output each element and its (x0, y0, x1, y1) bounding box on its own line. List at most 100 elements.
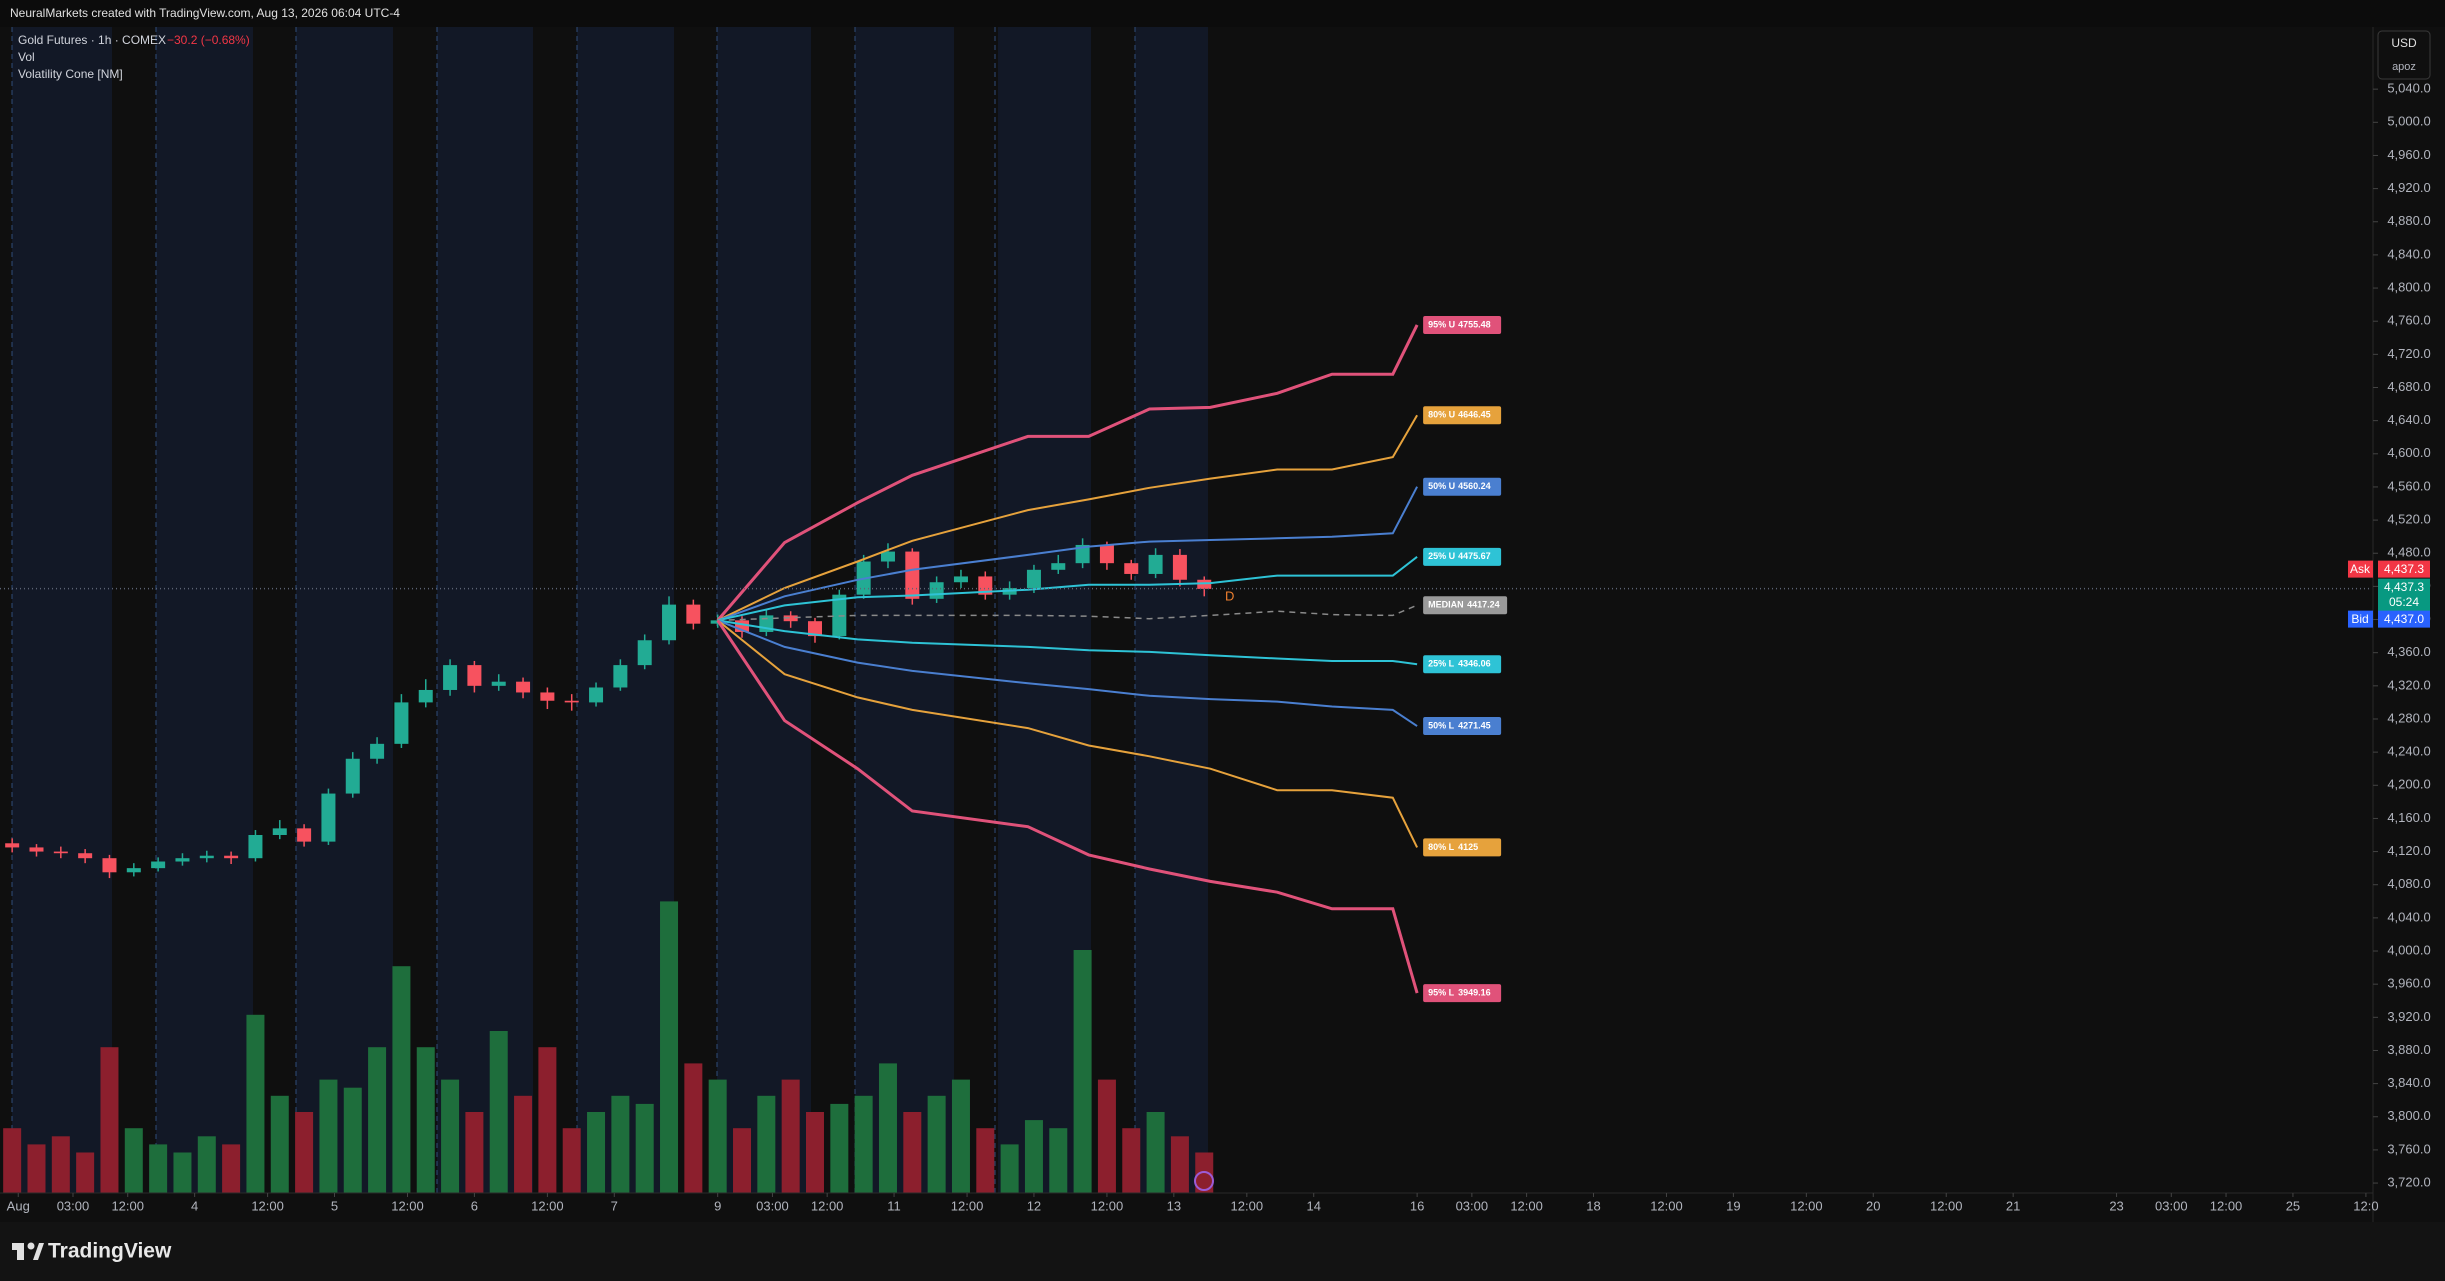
x-tick-label: 12:00 (531, 1198, 564, 1213)
y-tick-label: 4,680.0 (2387, 379, 2430, 394)
y-tick-label: 4,240.0 (2387, 744, 2430, 759)
currency-button[interactable] (2377, 30, 2431, 80)
candle-body (418, 689, 433, 703)
y-tick-label: 4,720.0 (2387, 346, 2430, 361)
x-tick-label: 12:0 (2353, 1198, 2378, 1213)
x-tick-label: 12:00 (1650, 1198, 1683, 1213)
candle-body (224, 855, 239, 859)
last-price: 4,437.3 (2384, 580, 2424, 594)
y-tick-label: 4,360.0 (2387, 644, 2430, 659)
scale-mode: apoz (2392, 61, 2416, 73)
volume-bar (538, 1047, 557, 1193)
indicator-legend: Volatility Cone [NM] (18, 67, 123, 81)
y-tick-label: 4,560.0 (2387, 478, 2430, 493)
cone-label-box (1423, 596, 1508, 615)
y-tick-label: 4,040.0 (2387, 909, 2430, 924)
plot-area: 95% U 4755.48 80% U 4646.45 50% U 4560.24 25% … (0, 315, 2372, 1193)
x-tick-label: 9 (714, 1198, 721, 1213)
x-tick-label: 12:00 (1930, 1198, 1963, 1213)
candle-body (1148, 554, 1163, 574)
x-tick-label: 12 (1027, 1198, 1041, 1213)
candle-body (102, 858, 117, 873)
y-tick-label: 3,840.0 (2387, 1075, 2430, 1090)
ask-label-box (2348, 560, 2373, 578)
candle-body (175, 858, 190, 862)
y-tick-label: 4,600.0 (2387, 445, 2430, 460)
cone-label-box (1423, 655, 1502, 674)
candle-body (516, 681, 531, 693)
candle-body (5, 843, 20, 848)
candle-body (321, 793, 336, 842)
bid-box (2378, 610, 2430, 628)
candle-body (686, 604, 701, 624)
volume-bar (927, 1095, 946, 1193)
x-tick-label: 16 (1410, 1198, 1424, 1213)
x-tick-label: 21 (2006, 1198, 2020, 1213)
y-tick-label: 4,480.0 (2387, 545, 2430, 560)
y-tick-label: 4,840.0 (2387, 246, 2430, 261)
candle-body (126, 868, 141, 873)
y-tick-label: 3,920.0 (2387, 1009, 2430, 1024)
y-tick-label: 4,760.0 (2387, 313, 2430, 328)
brand-logo (12, 1242, 44, 1260)
cone-line (717, 556, 1418, 622)
volume-bar (1024, 1120, 1043, 1193)
x-tick-label: 19 (1726, 1198, 1740, 1213)
volume-bar (854, 1095, 873, 1193)
y-tick-label: 5,000.0 (2387, 114, 2430, 129)
logo-shape (33, 1243, 44, 1260)
x-tick-label: 03:00 (756, 1198, 789, 1213)
x-tick-label: 14 (1306, 1198, 1320, 1213)
ask-label: Ask (2350, 562, 2371, 576)
volume-bar (1073, 950, 1092, 1193)
volume-bar (295, 1112, 314, 1193)
candle-body (199, 855, 214, 859)
candle-body (662, 604, 677, 641)
volume-bar (51, 1136, 70, 1193)
volume-bar (611, 1095, 630, 1193)
y-tick-label: 3,760.0 (2387, 1141, 2430, 1156)
volume-bar (124, 1128, 143, 1193)
candle-body (929, 582, 944, 599)
cone-label-box (1423, 477, 1502, 496)
x-tick-label: 18 (1586, 1198, 1600, 1213)
symbol-legend: Gold Futures · 1h · COMEX (18, 33, 166, 47)
change-legend: −30.2 (−0.68%) (167, 33, 250, 47)
cone-label-value: 3949.16 (1458, 988, 1491, 998)
x-tick-label: 12:00 (951, 1198, 984, 1213)
session-band (1135, 27, 1208, 1193)
y-tick-label: 4,800.0 (2387, 279, 2430, 294)
y-tick-label: 3,800.0 (2387, 1108, 2430, 1123)
candle-body (467, 665, 482, 686)
countdown: 05:24 (2389, 595, 2419, 609)
volume-bar (173, 1152, 192, 1193)
x-tick-label: 12:00 (2210, 1198, 2243, 1213)
x-tick-label: Aug (7, 1198, 30, 1213)
volume-bar (708, 1079, 727, 1193)
candle-body (613, 665, 628, 688)
y-tick-label: 4,880.0 (2387, 213, 2430, 228)
currency: USD (2391, 36, 2417, 50)
y-tick-label: 4,200.0 (2387, 777, 2430, 792)
volume-bar (197, 1136, 216, 1193)
x-tick-label: 03:00 (1456, 1198, 1489, 1213)
alert-icon[interactable] (1194, 1171, 1214, 1191)
cone-label-value: 4560.24 (1458, 481, 1491, 491)
candle-body (370, 743, 385, 759)
volume-bar (489, 1031, 508, 1193)
volume-bar (587, 1112, 606, 1193)
cone-label-name: 25% U (1428, 551, 1455, 561)
volume-bar (319, 1079, 338, 1193)
cone-label-box (1423, 406, 1502, 425)
x-tick-label: 12:00 (1790, 1198, 1823, 1213)
candle-body (540, 692, 555, 701)
brand: TradingView (48, 1240, 172, 1263)
bottom-bar (0, 1222, 2445, 1281)
bid-price: 4,437.0 (2384, 612, 2424, 626)
cone-label-name: 80% U (1428, 410, 1455, 420)
x-tick-label: 12:00 (391, 1198, 424, 1213)
x-tick-label: 12:00 (111, 1198, 144, 1213)
cone-line (716, 619, 1419, 994)
